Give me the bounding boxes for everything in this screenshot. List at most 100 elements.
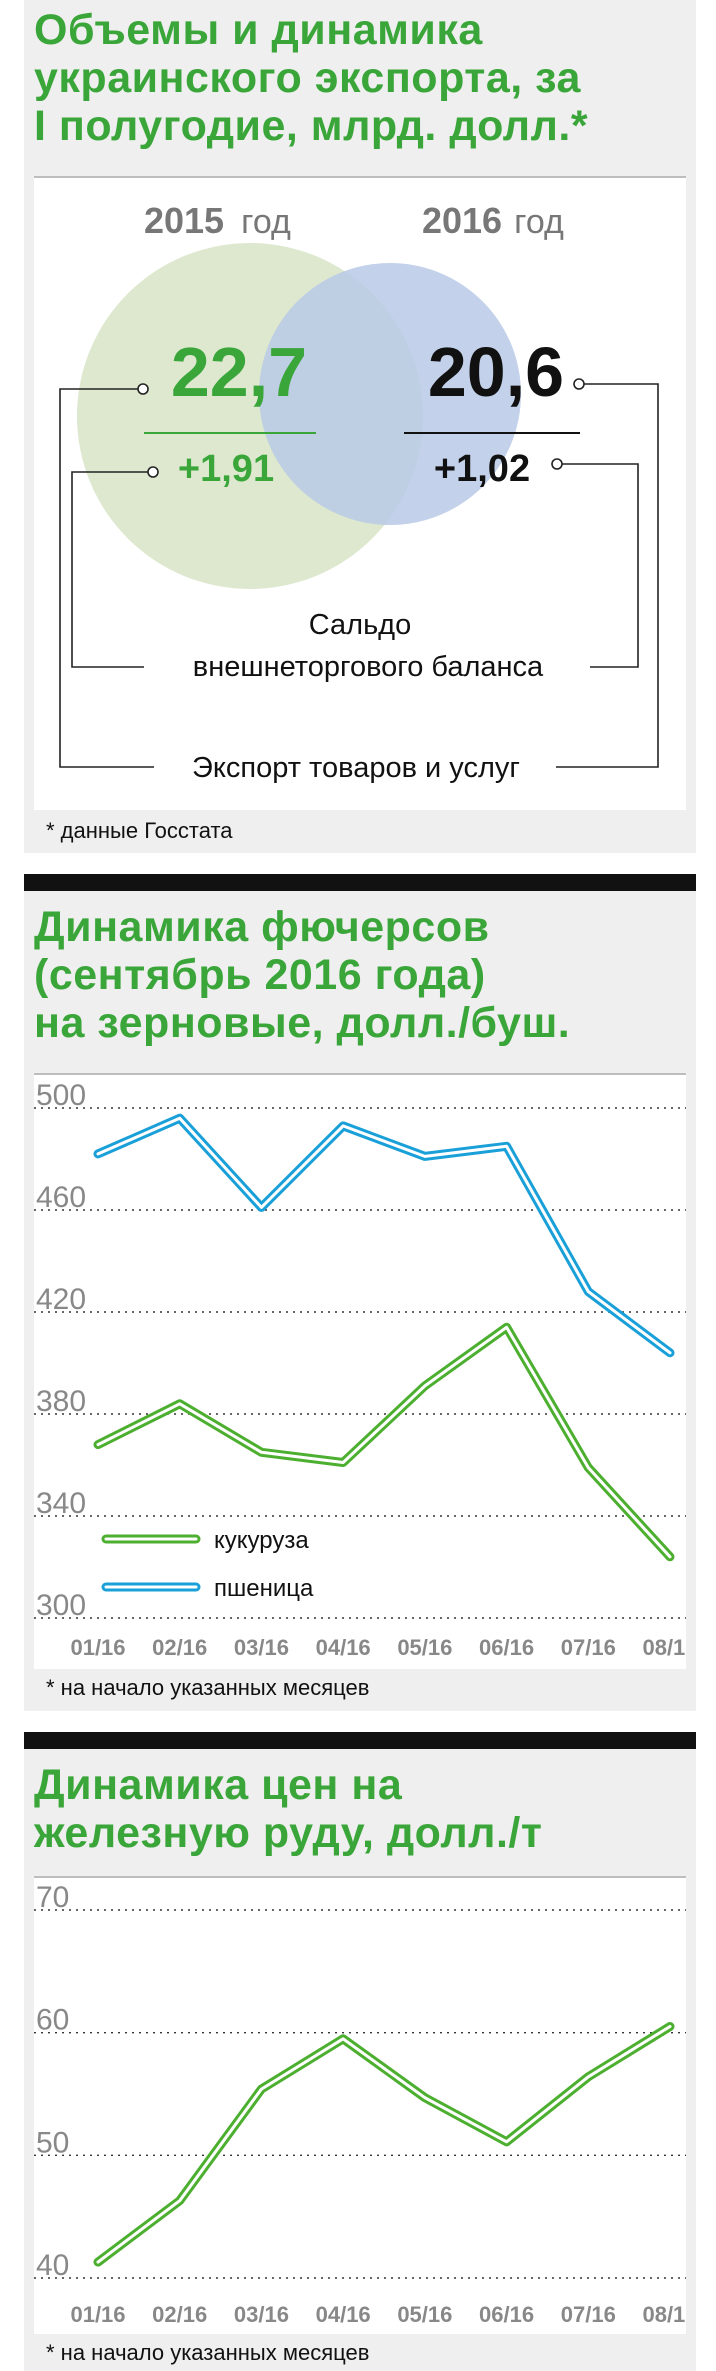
grain-ytick-label-380: 380	[36, 1385, 86, 1418]
year-2015: 2015	[144, 200, 224, 241]
ore-point-series-0-04-16	[343, 2038, 344, 2039]
legend-wheat-label: пшеница	[214, 1575, 314, 1602]
year-2016: 2016	[422, 200, 502, 241]
export-title-rule	[34, 176, 686, 178]
ore-xtick-label-01-16: 01/16	[70, 2302, 125, 2327]
grain-xtick-label-01-16: 01/16	[70, 1635, 125, 1660]
grain-footnote: * на начало указанных месяцев	[46, 1675, 370, 1700]
ore-ytick-label-50: 50	[36, 2126, 69, 2159]
ore-point-series-0-02-16	[179, 2200, 180, 2201]
grain-point-пшеница-06-16	[506, 1146, 507, 1147]
grain-point-пшеница-02-16	[179, 1118, 180, 1119]
ore-line-chart: 40 50 60 70 01/16 02/16 03/16 04/16 05/16 06/16 0…	[34, 1881, 698, 2327]
export-2016-value: 20,6	[428, 333, 564, 411]
grain-point-пшеница-08-16	[670, 1352, 671, 1353]
grain-line-пшеница-outer	[93, 1113, 675, 1358]
ore-point-series-0-05-16	[424, 2097, 425, 2098]
export-card: 2015 год 2016 год 22,7 +1,91 20,6 +1,02 …	[34, 178, 686, 810]
export-title-line-3: I полугодие, млрд. долл.*	[34, 102, 589, 150]
ore-point-series-0-06-16	[506, 2141, 507, 2142]
ore-line-series-0-outer	[93, 2022, 675, 2267]
export-label: Экспорт товаров и услуг	[192, 752, 520, 784]
grain-xtick-label-08-16: 08/16	[642, 1635, 686, 1660]
grain-title-line-2: (сентябрь 2016 года)	[34, 951, 486, 999]
grain-line-chart: 300 340 380 420 460 500 01/16 02/16 03/16 04/16 0…	[34, 1079, 698, 1660]
ore-point-series-0-03-16	[261, 2089, 262, 2090]
legend-corn-label: кукуруза	[214, 1527, 309, 1554]
grain-xtick-label-02-16: 02/16	[152, 1635, 207, 1660]
ore-line-series-0-inner	[96, 2025, 672, 2264]
ore-ytick-label-60: 60	[36, 2004, 69, 2037]
ore-xtick-label-05-16: 05/16	[397, 2302, 452, 2327]
grain-card: 300 340 380 420 460 500 01/16 02/16 03/16 04/16 0…	[34, 1075, 698, 1669]
grain-point-пшеница-07-16	[588, 1291, 589, 1292]
ore-panel-band	[24, 1732, 696, 1749]
grain-point-кукуруза-01-16	[98, 1444, 99, 1445]
export-2015-value: 22,7	[171, 333, 307, 411]
grain-xtick-label-05-16: 05/16	[397, 1635, 452, 1660]
balance-2016-leader	[557, 463, 639, 668]
grain-ytick-label-420: 420	[36, 1283, 86, 1316]
ore-title: Динамика цен на железную руду, долл./т	[34, 1761, 542, 1857]
grain-point-пшеница-04-16	[343, 1125, 344, 1126]
export-venn-diagram: 2015 год 2016 год 22,7 +1,91 20,6 +1,02 …	[59, 200, 659, 784]
grain-xtick-label-04-16: 04/16	[316, 1635, 371, 1660]
year-2015-unit: год	[241, 203, 291, 241]
grain-point-кукуруза-04-16	[343, 1462, 344, 1463]
balance-label-line-2: внешнеторгового баланса	[193, 651, 544, 683]
export-2016-leader-dot	[573, 378, 585, 390]
export-title-line-2: украинского экспорта, за	[34, 54, 581, 102]
ore-point-series-0-01-16	[98, 2262, 99, 2263]
grain-title: Динамика фючерсов (сентябрь 2016 года) н…	[34, 903, 570, 1047]
grain-title-line-3: на зерновые, долл./буш.	[34, 999, 571, 1047]
export-2015-leader-dot	[137, 383, 149, 395]
balance-2015-value: +1,91	[178, 448, 274, 490]
ore-xtick-label-06-16: 06/16	[479, 2302, 534, 2327]
balance-2015-leader-dot	[147, 466, 159, 478]
grain-ytick-label-300: 300	[36, 1589, 86, 1622]
grain-xtick-label-06-16: 06/16	[479, 1635, 534, 1660]
grain-title-line-1: Динамика фючерсов	[34, 903, 490, 951]
ore-title-line-2: железную руду, долл./т	[34, 1809, 543, 1857]
export-footnote: * данные Госстата	[46, 818, 233, 843]
ore-xtick-label-04-16: 04/16	[316, 2302, 371, 2327]
grain-point-кукуруза-06-16	[506, 1327, 507, 1328]
grain-ytick-label-460: 460	[36, 1181, 86, 1214]
grain-ytick-label-340: 340	[36, 1487, 86, 1520]
ore-title-line-1: Динамика цен на	[34, 1761, 403, 1809]
grain-point-пшеница-05-16	[424, 1156, 425, 1157]
balance-label-line-1: Сальдо	[309, 609, 411, 641]
ore-xtick-label-07-16: 07/16	[561, 2302, 616, 2327]
grain-xtick-label-07-16: 07/16	[561, 1635, 616, 1660]
ore-point-series-0-08-16	[670, 2026, 671, 2027]
grain-xtick-label-03-16: 03/16	[234, 1635, 289, 1660]
grain-title-rule	[34, 1073, 686, 1075]
grain-point-пшеница-01-16	[98, 1153, 99, 1154]
ore-xtick-label-02-16: 02/16	[152, 2302, 207, 2327]
grain-point-кукуруза-02-16	[179, 1403, 180, 1404]
ore-ytick-label-40: 40	[36, 2249, 69, 2282]
ore-ytick-label-70: 70	[36, 1881, 69, 1914]
ore-xtick-label-08-16: 08/16	[642, 2302, 686, 2327]
export-title-line-1: Объемы и динамика	[34, 6, 483, 54]
ore-xtick-label-03-16: 03/16	[234, 2302, 289, 2327]
ore-footnote: * на начало указанных месяцев	[46, 2340, 370, 2365]
grain-line-кукуруза-inner	[96, 1325, 672, 1559]
grain-ytick-label-500: 500	[36, 1079, 86, 1112]
grain-point-кукуруза-07-16	[588, 1467, 589, 1468]
grain-legend: кукуруза пшеница	[101, 1527, 314, 1602]
balance-2016-value: +1,02	[434, 448, 530, 490]
grain-point-кукуруза-05-16	[424, 1385, 425, 1386]
export-2016-leader	[556, 383, 659, 768]
grain-panel-band	[24, 874, 696, 891]
export-title: Объемы и динамика украинского экспорта, …	[34, 6, 588, 150]
ore-title-rule	[34, 1876, 686, 1878]
export-2015-leader	[59, 388, 154, 768]
grain-point-кукуруза-03-16	[261, 1452, 262, 1453]
ore-card: 40 50 60 70 01/16 02/16 03/16 04/16 05/16 06/16 0…	[34, 1878, 698, 2334]
grain-line-пшеница-inner	[96, 1116, 672, 1355]
year-2016-unit: год	[514, 203, 564, 241]
grain-point-кукуруза-08-16	[670, 1556, 671, 1557]
ore-point-series-0-07-16	[588, 2076, 589, 2077]
circle-2016	[259, 263, 521, 525]
